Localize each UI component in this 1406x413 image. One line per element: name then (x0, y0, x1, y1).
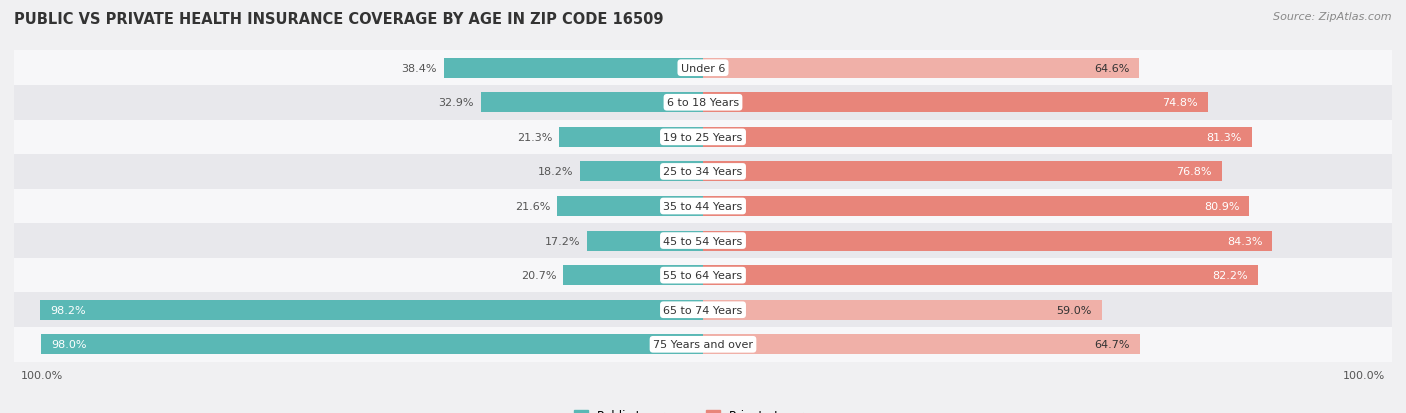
Bar (703, 162, 1222, 182)
Text: 17.2%: 17.2% (544, 236, 581, 246)
Text: 32.9%: 32.9% (439, 98, 474, 108)
Bar (481, 93, 703, 113)
Bar (0, 51, 1406, 86)
Text: 98.2%: 98.2% (49, 305, 86, 315)
Text: 21.6%: 21.6% (515, 202, 550, 211)
Legend: Public Insurance, Private Insurance: Public Insurance, Private Insurance (569, 404, 837, 413)
Text: 59.0%: 59.0% (1056, 305, 1091, 315)
Text: 38.4%: 38.4% (401, 64, 437, 74)
Bar (0, 120, 1406, 155)
Bar (703, 231, 1272, 251)
Bar (586, 231, 703, 251)
Bar (0, 327, 1406, 362)
Bar (0, 189, 1406, 224)
Text: 100.0%: 100.0% (21, 370, 63, 380)
Text: 81.3%: 81.3% (1206, 133, 1241, 142)
Bar (581, 162, 703, 182)
Text: 98.0%: 98.0% (51, 339, 87, 349)
Bar (564, 266, 703, 285)
Text: 82.2%: 82.2% (1212, 271, 1249, 280)
Text: 21.3%: 21.3% (517, 133, 553, 142)
Text: 74.8%: 74.8% (1163, 98, 1198, 108)
Text: 75 Years and over: 75 Years and over (652, 339, 754, 349)
Bar (703, 266, 1258, 285)
Text: 76.8%: 76.8% (1175, 167, 1212, 177)
Text: 55 to 64 Years: 55 to 64 Years (664, 271, 742, 280)
Bar (0, 224, 1406, 258)
Text: 35 to 44 Years: 35 to 44 Years (664, 202, 742, 211)
Text: 18.2%: 18.2% (538, 167, 574, 177)
Bar (39, 300, 703, 320)
Text: 100.0%: 100.0% (1343, 370, 1385, 380)
Bar (703, 335, 1140, 354)
Text: 64.6%: 64.6% (1094, 64, 1129, 74)
Text: 25 to 34 Years: 25 to 34 Years (664, 167, 742, 177)
Bar (703, 300, 1101, 320)
Bar (41, 335, 703, 354)
Bar (560, 128, 703, 147)
Bar (0, 258, 1406, 293)
Text: PUBLIC VS PRIVATE HEALTH INSURANCE COVERAGE BY AGE IN ZIP CODE 16509: PUBLIC VS PRIVATE HEALTH INSURANCE COVER… (14, 12, 664, 27)
Text: 6 to 18 Years: 6 to 18 Years (666, 98, 740, 108)
Text: 19 to 25 Years: 19 to 25 Years (664, 133, 742, 142)
Bar (703, 93, 1208, 113)
Text: 20.7%: 20.7% (522, 271, 557, 280)
Bar (703, 197, 1250, 216)
Bar (0, 293, 1406, 327)
Text: 84.3%: 84.3% (1227, 236, 1263, 246)
Text: 80.9%: 80.9% (1204, 202, 1239, 211)
Text: 65 to 74 Years: 65 to 74 Years (664, 305, 742, 315)
Bar (444, 59, 703, 78)
Text: 45 to 54 Years: 45 to 54 Years (664, 236, 742, 246)
Bar (703, 59, 1139, 78)
Bar (0, 155, 1406, 189)
Bar (557, 197, 703, 216)
Text: 64.7%: 64.7% (1094, 339, 1130, 349)
Bar (0, 86, 1406, 120)
Bar (703, 128, 1253, 147)
Text: Source: ZipAtlas.com: Source: ZipAtlas.com (1274, 12, 1392, 22)
Text: Under 6: Under 6 (681, 64, 725, 74)
